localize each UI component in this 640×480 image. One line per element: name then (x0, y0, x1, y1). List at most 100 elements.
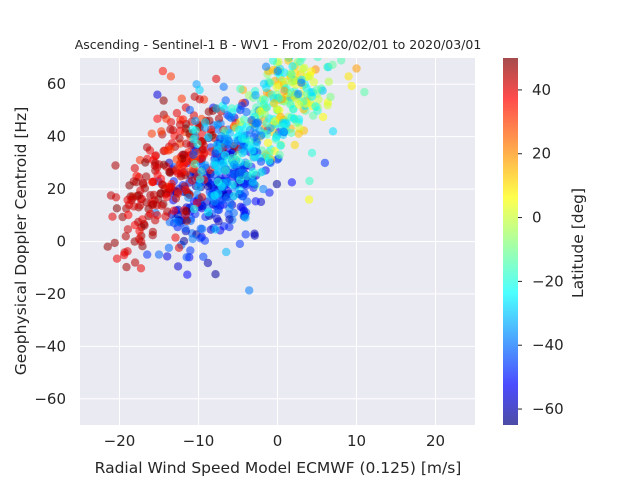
scatter-point (142, 198, 151, 207)
scatter-point (272, 82, 281, 92)
y-tick-label: 20 (47, 180, 66, 198)
y-tick-label: 40 (47, 128, 66, 146)
scatter-point (236, 169, 245, 178)
scatter-point (181, 185, 190, 195)
scatter-point (194, 183, 203, 192)
scatter-point (157, 180, 167, 189)
scatter-point (268, 58, 278, 65)
scatter-point (218, 196, 227, 205)
scatter-point (223, 140, 232, 149)
scatter-point (213, 120, 222, 129)
scatter-point (124, 210, 133, 220)
x-tick-label: −20 (104, 432, 136, 450)
scatter-point (237, 101, 246, 111)
scatter-point (229, 208, 238, 218)
y-axis-label: Geophysical Doppler Centroid [Hz] (12, 107, 30, 375)
scatter-point (171, 233, 180, 242)
scatter-point (175, 120, 185, 129)
y-tick-label: 60 (47, 75, 66, 93)
scatter-point (123, 225, 133, 234)
x-tick-label: 20 (426, 432, 445, 450)
scatter-point (290, 140, 299, 150)
scatter-point (190, 159, 199, 169)
colorbar-tick-label: −20 (532, 272, 564, 290)
scatter-point (237, 129, 247, 138)
scatter-point (112, 254, 122, 263)
scatter-point (112, 204, 122, 213)
scatter-point (154, 250, 164, 259)
scatter-point (318, 112, 328, 122)
scatter-point (210, 191, 219, 200)
scatter-point (287, 178, 297, 187)
scatter-point (212, 140, 222, 150)
scatter-point (221, 96, 230, 105)
scatter-point (204, 132, 213, 142)
scatter-point (177, 94, 186, 103)
scatter-point (275, 150, 284, 159)
scatter-point (245, 136, 254, 146)
scatter-point (258, 167, 267, 176)
x-tick-label: −10 (183, 432, 215, 450)
scatter-point (128, 194, 137, 203)
y-tick-labels: −60 −40 −20 0 20 40 60 (34, 75, 66, 408)
colorbar-tick-label: 0 (532, 209, 542, 227)
scatter-point (272, 133, 281, 142)
scatter-point (159, 96, 168, 105)
scatter-point (326, 92, 335, 102)
scatter-point (251, 91, 260, 100)
scatter-point (150, 152, 160, 161)
scatter-point (184, 193, 193, 202)
scatter-point (162, 114, 171, 124)
scatter-point (136, 264, 146, 273)
scatter-point (312, 85, 322, 94)
scatter-point (198, 224, 207, 234)
scatter-point (142, 143, 152, 152)
scatter-point (270, 99, 279, 108)
scatter-point (280, 86, 289, 96)
scatter-point (240, 189, 249, 198)
scatter-point (241, 213, 250, 222)
scatter-point (139, 180, 148, 189)
scatter-point (245, 286, 254, 295)
scatter-point (211, 270, 220, 279)
scatter-point (300, 63, 309, 73)
scatter-point (236, 84, 245, 94)
scatter-point (193, 139, 202, 149)
scatter-point (287, 88, 296, 97)
scatter-point (161, 212, 170, 221)
scatter-point (221, 166, 230, 175)
scatter-point (256, 157, 266, 166)
colorbar-tick-label: −60 (532, 400, 564, 418)
scatter-point (182, 216, 192, 225)
scatter-point (287, 70, 296, 79)
scatter-point (294, 129, 303, 138)
scatter-point (103, 242, 112, 251)
scatter-point (235, 175, 245, 185)
scatter-point (146, 209, 155, 218)
scatter-point (219, 82, 228, 92)
scatter-point (256, 131, 266, 140)
colorbar-tick-label: 20 (532, 145, 551, 163)
scatter-point (201, 161, 210, 170)
scatter-point (244, 159, 253, 169)
x-tick-label: 0 (273, 432, 283, 450)
scatter-point (212, 214, 222, 223)
scatter-point (172, 108, 182, 118)
scatter-point (270, 117, 279, 126)
scatter-point (242, 107, 251, 117)
scatter-point (311, 102, 320, 111)
scatter-point (182, 253, 191, 262)
scatter-point (110, 238, 119, 248)
scatter-point (260, 109, 269, 119)
scatter-point (179, 236, 189, 246)
scatter-point (165, 168, 175, 177)
scatter-point (204, 182, 213, 191)
scatter-point (185, 105, 195, 115)
scatter-point (280, 68, 289, 77)
scatter-point (289, 105, 298, 114)
scatter-point (173, 217, 183, 227)
scatter-point (153, 170, 162, 179)
scatter-point (324, 77, 333, 86)
scatter-point (135, 226, 144, 236)
scatter-point (279, 127, 288, 136)
